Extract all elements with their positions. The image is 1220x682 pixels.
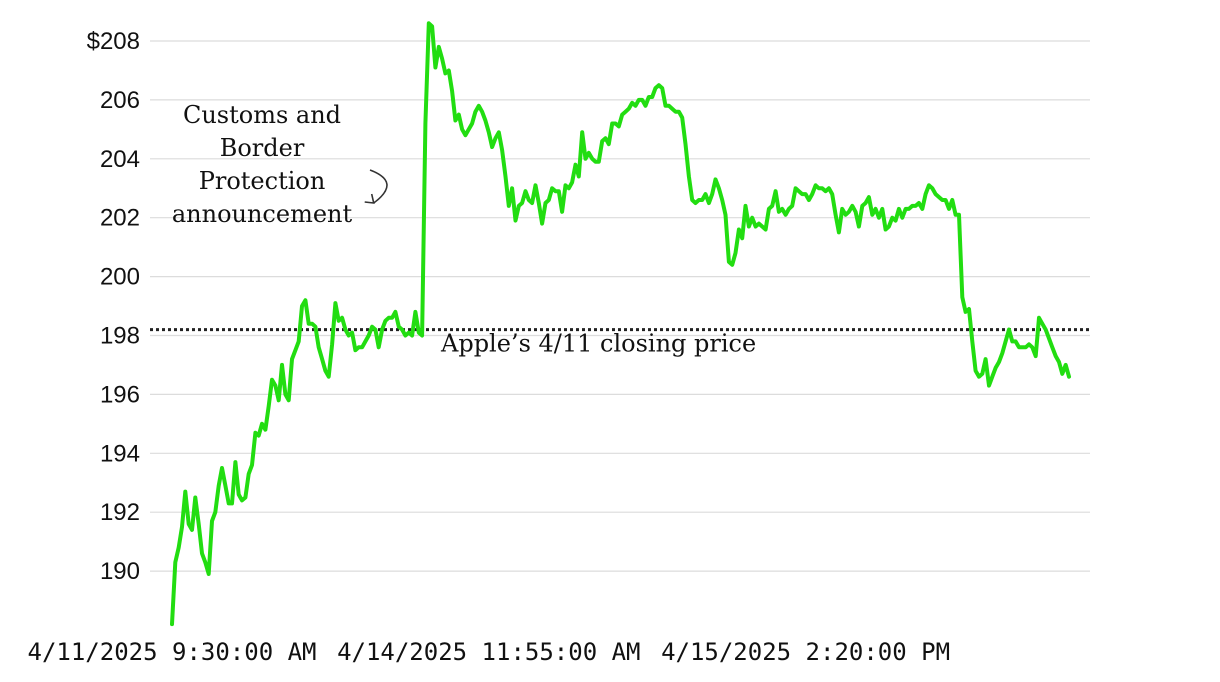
annotation-line: Protection	[199, 167, 326, 195]
y-tick-label: $208	[87, 28, 140, 55]
y-tick-label: 198	[100, 323, 140, 350]
y-tick-label: 204	[100, 146, 140, 173]
gridlines	[150, 40, 1090, 572]
annotation-line: Border	[220, 134, 305, 162]
annotation-arrow	[369, 169, 388, 204]
x-axis-tick-labels: 4/11/2025 9:30:00 AM 4/14/2025 11:55:00 A…	[28, 638, 951, 666]
y-tick-label: 196	[100, 381, 140, 408]
x-tick-label: 4/14/2025 11:55:00 AM	[337, 638, 640, 666]
apple-stock-price-line	[170, 21, 1071, 627]
x-tick-label: 4/11/2025 9:30:00 AM	[28, 638, 317, 666]
y-tick-label: 200	[100, 264, 140, 291]
y-tick-label: 202	[100, 205, 140, 232]
closing-price-label: Apple’s 4/11 closing price	[440, 330, 756, 358]
annotation-line: announcement	[172, 200, 353, 228]
annotation-arrowhead	[364, 193, 375, 204]
y-axis-tick-labels: $208 206 204 202 200 198 196 194 192 190	[87, 28, 140, 585]
x-tick-label: 4/15/2025 2:20:00 PM	[661, 638, 950, 666]
customs-announcement-annotation: Customs and Border Protection announcement	[172, 101, 353, 228]
y-tick-label: 206	[100, 87, 140, 114]
y-tick-label: 190	[100, 558, 140, 585]
y-tick-label: 192	[100, 499, 140, 526]
annotation-line: Customs and	[183, 101, 341, 129]
y-tick-label: 194	[100, 440, 140, 467]
